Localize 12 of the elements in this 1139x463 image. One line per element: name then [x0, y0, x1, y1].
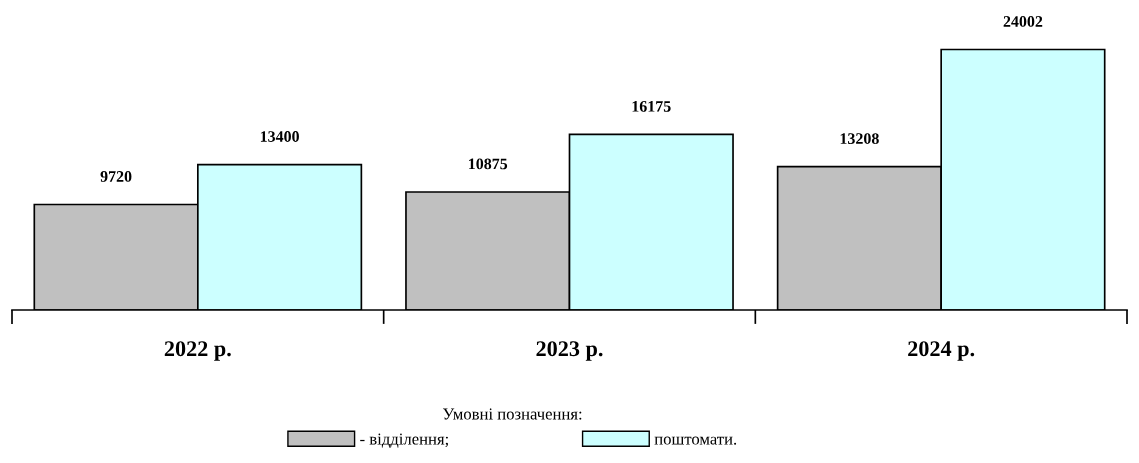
data-label: 10875 [469, 158, 508, 170]
data-label: 13208 [840, 133, 879, 144]
legend-label: поштомати. [654, 436, 737, 445]
x-tick-label: 2023 р. [536, 341, 603, 361]
data-label: 16175 [632, 101, 671, 112]
data-label: 24002 [1003, 16, 1043, 27]
legend-label: - відділення; [360, 433, 448, 448]
x-tick-label: 2024 р. [908, 341, 975, 361]
x-tick-label: 2022 р. [164, 341, 231, 361]
data-label: 13400 [260, 131, 299, 142]
data-label: 9720 [100, 171, 132, 182]
legend-title: Умовні позначення: [442, 408, 582, 420]
